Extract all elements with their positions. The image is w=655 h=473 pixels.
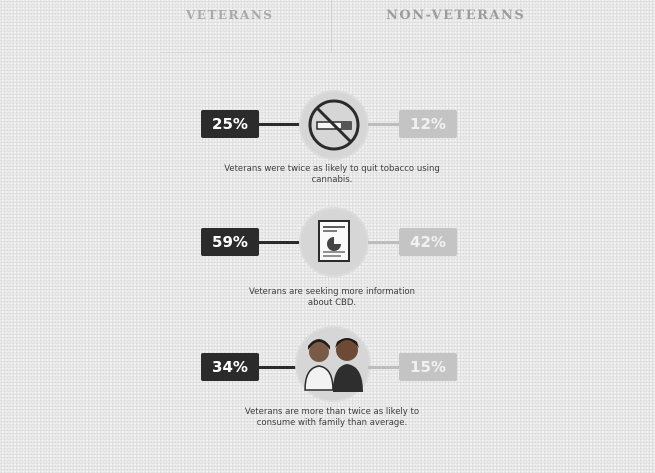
stat-row-family: 34% 15% Veterans are more than twice as … (0, 320, 655, 445)
header-rule (160, 52, 520, 53)
veterans-stat: 34% (201, 353, 259, 381)
family-people-icon (304, 338, 363, 392)
caption-line-1: Veterans are seeking more information (248, 287, 416, 297)
column-header: VETERANS NON-VETERANS (0, 0, 655, 56)
caption-line-2: consume with family than average. (256, 418, 408, 428)
caption-line-2: about CBD. (307, 298, 357, 308)
non-veterans-header: NON-VETERANS (386, 8, 526, 23)
non-veterans-stat: 12% (399, 110, 457, 138)
non-veterans-connector (368, 241, 400, 244)
stat-caption: Veterans are more than twice as likely t… (182, 407, 482, 429)
veterans-connector (259, 241, 301, 244)
stat-row-tobacco: 25% 12% Veterans were twice as likely to… (0, 85, 655, 190)
non-veterans-stat: 15% (399, 353, 457, 381)
document-report-icon (318, 220, 350, 262)
stat-caption: Veterans were twice as likely to quit to… (182, 164, 482, 186)
caption-line-2: cannabis. (311, 175, 353, 185)
veterans-header: VETERANS (186, 8, 274, 22)
veterans-stat: 25% (201, 110, 259, 138)
stat-caption: Veterans are seeking more information ab… (182, 287, 482, 309)
stat-row-cbd: 59% 42% Veterans are seeking more inform… (0, 195, 655, 310)
no-smoking-icon (308, 99, 360, 151)
non-veterans-connector (368, 123, 400, 126)
header-divider (331, 0, 332, 52)
veterans-stat: 59% (201, 228, 259, 256)
non-veterans-stat: 42% (399, 228, 457, 256)
caption-line-1: Veterans are more than twice as likely t… (244, 407, 420, 417)
veterans-connector (259, 366, 299, 369)
non-veterans-connector (368, 366, 400, 369)
veterans-connector (259, 123, 301, 126)
caption-line-1: Veterans were twice as likely to quit to… (224, 164, 440, 174)
